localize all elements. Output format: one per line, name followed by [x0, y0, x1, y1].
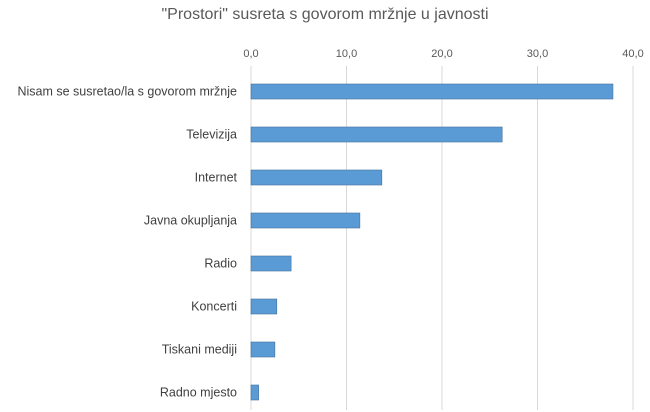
bar	[250, 341, 276, 358]
bars	[250, 83, 614, 401]
category-label: Tiskani mediji	[162, 343, 237, 357]
category-label: Televizija	[186, 128, 237, 142]
bar	[250, 255, 292, 272]
x-tick-label: 40,0	[622, 48, 643, 60]
x-tick-label: 0,0	[243, 48, 258, 60]
bar	[250, 298, 278, 315]
bar	[250, 126, 503, 143]
x-tick-label: 10,0	[336, 48, 357, 60]
category-label: Javna okupljanja	[144, 214, 237, 228]
bar	[250, 212, 361, 229]
bar	[250, 384, 259, 401]
category-label: Internet	[195, 171, 238, 185]
chart-title: "Prostori" susreta s govorom mržnje u ja…	[161, 6, 489, 23]
category-label: Koncerti	[191, 300, 237, 314]
category-label: Nisam se susretao/la s govorom mržnje	[17, 85, 237, 99]
category-labels: Nisam se susretao/la s govorom mržnje Tel…	[17, 85, 237, 400]
x-tick-label: 30,0	[527, 48, 548, 60]
category-label: Radio	[204, 257, 237, 271]
x-tick-label: 20,0	[431, 48, 452, 60]
bar	[250, 83, 614, 100]
gridlines	[250, 66, 634, 410]
category-label: Radno mjesto	[160, 386, 237, 400]
bar	[250, 169, 383, 186]
x-axis-tick-labels: 0,0 10,0 20,0 30,0 40,0	[243, 48, 643, 60]
